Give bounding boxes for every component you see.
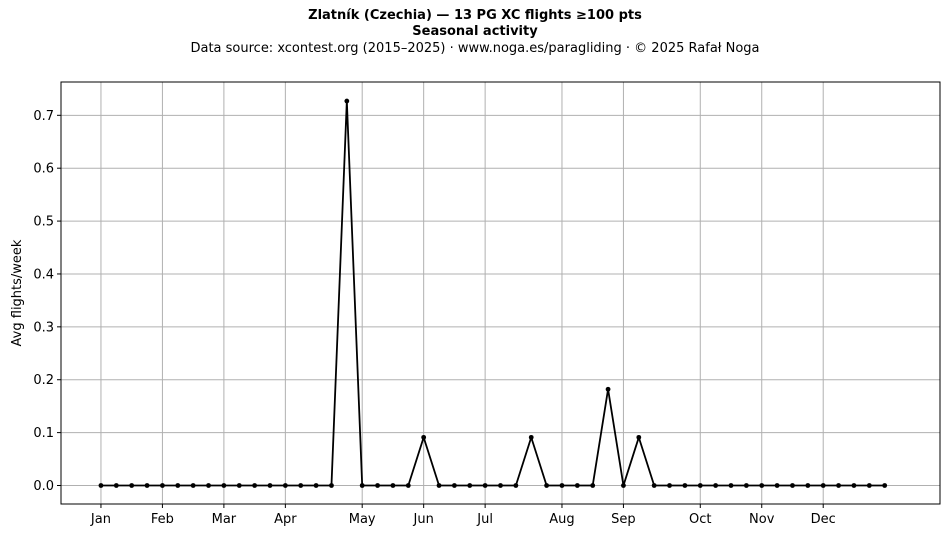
data-point (390, 483, 396, 488)
data-point (774, 483, 780, 488)
data-point (359, 483, 365, 488)
grid-lines (61, 82, 940, 504)
data-point (743, 483, 749, 488)
x-tick-label: Oct (689, 512, 711, 527)
data-point (513, 483, 519, 488)
data-point (728, 483, 734, 488)
y-tick-label: 0.1 (33, 426, 54, 441)
data-point (267, 483, 273, 488)
data-point (252, 483, 258, 488)
chart-title-line2: Seasonal activity (412, 24, 538, 39)
data-point (882, 483, 888, 488)
x-axis: Jan Feb Mar Apr May Jun Jul Aug Sep Oct Nov Dec (90, 504, 836, 527)
data-point (113, 483, 119, 488)
data-point (866, 483, 872, 488)
x-tick-label: Jul (476, 512, 493, 527)
data-point (206, 483, 211, 488)
chart-subtitle: Data source: xcontest.org (2015–2025) · … (190, 41, 760, 56)
data-point (590, 483, 596, 488)
data-point (544, 483, 550, 488)
data-point (759, 483, 765, 488)
x-tick-label: Feb (151, 512, 174, 527)
x-tick-label: Jan (90, 512, 111, 527)
x-tick-label: Mar (212, 512, 237, 527)
data-point (482, 483, 488, 488)
data-point (528, 434, 534, 440)
title-block: Zlatník (Czechia) — 13 PG XC flights ≥10… (0, 8, 950, 58)
data-point (820, 483, 826, 488)
data-point (574, 483, 580, 488)
data-point (851, 483, 857, 488)
data-point (621, 483, 626, 488)
data-point (836, 483, 841, 488)
y-tick-label: 0.5 (33, 215, 54, 230)
y-tick-label: 0.6 (33, 162, 54, 177)
data-point (282, 483, 288, 488)
y-tick-label: 0.0 (33, 479, 54, 494)
data-point (298, 483, 304, 488)
data-point (651, 483, 657, 488)
y-tick-label: 0.2 (33, 373, 54, 388)
y-tick-label: 0.3 (33, 320, 54, 335)
data-point (682, 483, 688, 488)
data-point (344, 98, 350, 104)
data-point (605, 386, 611, 392)
y-tick-label: 0.7 (33, 109, 54, 124)
y-axis-label: Avg flights/week (10, 239, 25, 346)
x-tick-label: Sep (611, 512, 636, 527)
data-point (313, 483, 319, 488)
x-tick-label: Aug (549, 512, 574, 527)
data-point (405, 483, 411, 488)
data-point (667, 483, 672, 488)
data-point (375, 483, 380, 488)
data-point (190, 483, 196, 488)
data-point (805, 483, 811, 488)
data-point (160, 483, 165, 488)
data-point (129, 483, 135, 488)
x-tick-label: Nov (749, 512, 775, 527)
data-point (98, 483, 104, 488)
data-point (498, 483, 503, 488)
x-tick-label: Jun (413, 512, 434, 527)
chart-title: Zlatník (Czechia) — 13 PG XC flights ≥10… (308, 8, 642, 23)
data-point (329, 483, 334, 488)
data-point (713, 483, 719, 488)
data-point (221, 483, 227, 488)
data-point (451, 483, 457, 488)
data-point (144, 483, 150, 488)
plot-frame (60, 81, 941, 505)
data-point (636, 434, 642, 440)
data-point (697, 483, 703, 488)
series-line (100, 100, 885, 487)
data-point (467, 483, 473, 488)
data-point (236, 483, 242, 488)
data-point (559, 483, 565, 488)
data-point (436, 483, 442, 488)
y-axis: 0.0 0.1 0.2 0.3 0.4 0.5 0.6 0.7 (33, 109, 61, 494)
data-point (790, 483, 795, 488)
y-tick-label: 0.4 (33, 267, 54, 282)
x-tick-label: May (349, 512, 376, 527)
x-tick-label: Dec (811, 512, 836, 527)
data-point (421, 434, 427, 440)
series-group (98, 98, 888, 488)
x-tick-label: Apr (274, 512, 297, 527)
data-point (175, 483, 181, 488)
